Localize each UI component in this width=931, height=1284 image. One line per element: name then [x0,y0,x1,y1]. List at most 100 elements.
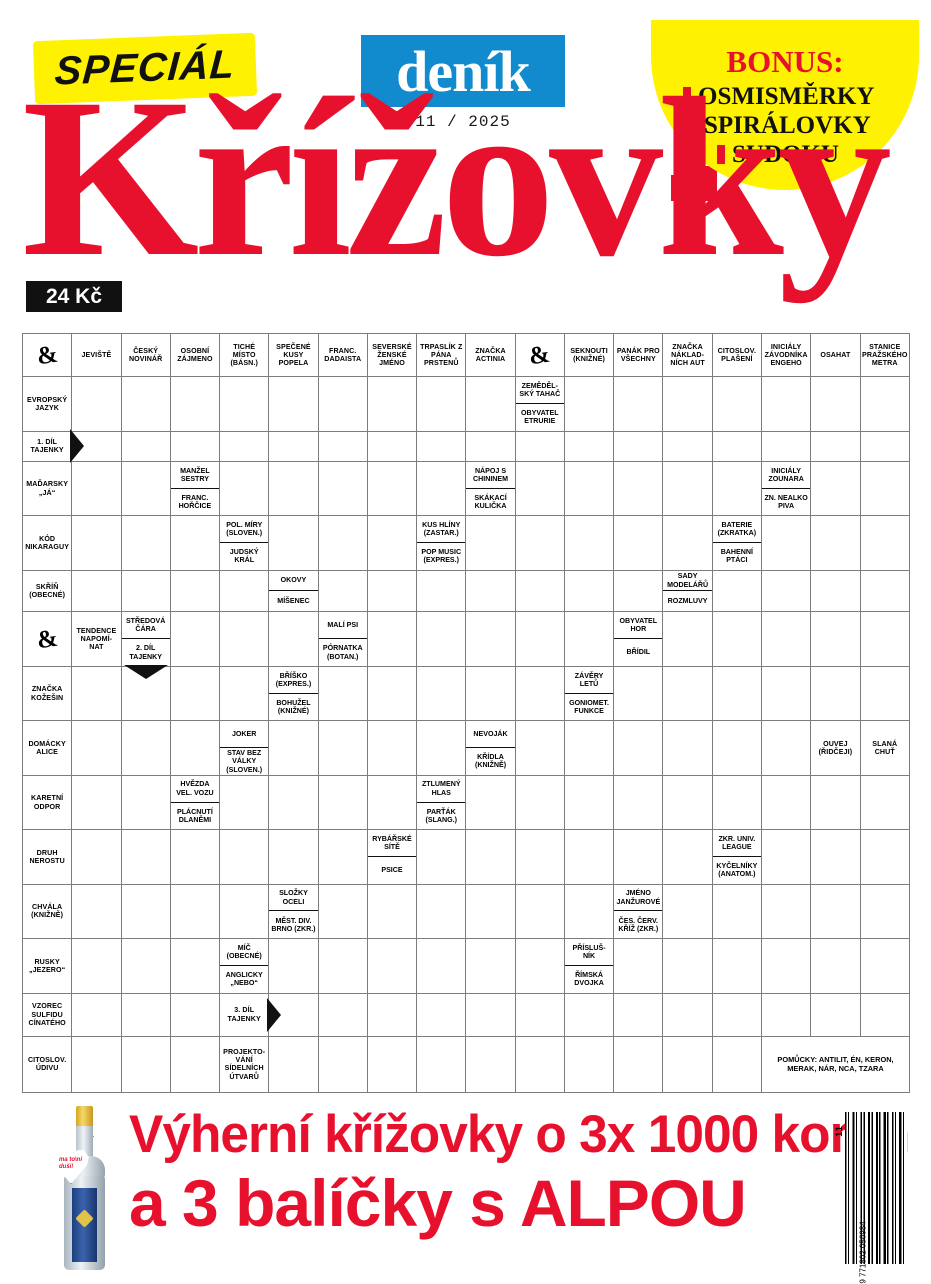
answer-cell[interactable] [71,992,122,1037]
answer-cell[interactable] [810,611,861,667]
answer-cell[interactable] [662,376,713,432]
answer-cell[interactable] [120,569,171,613]
answer-cell[interactable] [71,829,122,885]
answer-cell[interactable] [120,460,171,517]
answer-cell[interactable] [169,515,221,571]
answer-cell-hidden[interactable] [416,430,467,462]
answer-cell[interactable] [711,611,762,667]
answer-cell-hidden[interactable] [514,992,565,1037]
answer-cell[interactable] [465,938,516,994]
answer-cell[interactable] [317,569,368,613]
answer-cell[interactable] [514,515,565,571]
answer-cell-hidden[interactable] [563,430,615,462]
answer-cell-hidden[interactable] [760,430,812,462]
answer-cell[interactable] [760,376,812,432]
answer-cell[interactable] [71,569,122,613]
answer-cell[interactable] [416,829,467,885]
answer-cell[interactable] [465,1035,516,1094]
answer-cell[interactable] [416,1035,467,1094]
answer-cell[interactable] [366,665,418,722]
answer-cell[interactable] [662,829,713,885]
answer-cell[interactable] [169,665,221,722]
answer-cell-hidden[interactable] [760,992,812,1037]
answer-cell[interactable] [169,883,221,940]
answer-cell[interactable] [219,376,270,432]
answer-cell[interactable] [711,883,762,940]
answer-cell[interactable] [810,569,861,613]
answer-cell[interactable] [317,665,368,722]
answer-cell[interactable] [416,665,467,722]
answer-cell-hidden[interactable] [711,430,762,462]
answer-cell-hidden[interactable] [613,992,664,1037]
answer-cell[interactable] [810,774,861,831]
answer-cell[interactable] [563,774,615,831]
answer-cell[interactable] [760,569,812,613]
answer-cell[interactable] [859,376,911,432]
crossword-grid[interactable]: & JEVIŠTĚ ČESKÝ NOVINÁŘ OSOBNÍ ZÁJMENO T… [21,332,911,1094]
answer-cell-hidden[interactable] [416,992,467,1037]
answer-cell[interactable] [169,938,221,994]
answer-cell[interactable] [711,460,762,517]
answer-cell[interactable] [366,611,418,667]
answer-cell[interactable] [613,1035,664,1094]
answer-cell[interactable] [514,883,565,940]
answer-cell[interactable] [810,883,861,940]
answer-cell[interactable] [317,938,368,994]
answer-cell-hidden[interactable] [563,992,615,1037]
answer-cell[interactable] [760,611,812,667]
answer-cell[interactable] [563,883,615,940]
answer-cell[interactable] [71,460,122,517]
answer-cell[interactable] [317,720,368,776]
answer-cell[interactable] [514,829,565,885]
answer-cell[interactable] [71,938,122,994]
answer-cell[interactable] [219,569,270,613]
answer-cell[interactable] [219,611,270,667]
answer-cell[interactable] [514,460,565,517]
answer-cell[interactable] [71,515,122,571]
answer-cell[interactable] [317,829,368,885]
answer-cell[interactable] [317,774,368,831]
answer-cell-hidden[interactable] [859,430,911,462]
answer-cell[interactable] [810,376,861,432]
answer-cell[interactable] [662,460,713,517]
answer-cell[interactable] [613,460,664,517]
answer-cell[interactable] [465,376,516,432]
answer-cell[interactable] [662,515,713,571]
answer-cell[interactable] [859,774,911,831]
answer-cell[interactable] [613,829,664,885]
answer-cell[interactable] [859,938,911,994]
answer-cell-hidden[interactable] [613,430,664,462]
answer-cell[interactable] [71,774,122,831]
answer-cell[interactable] [268,515,319,571]
answer-cell[interactable] [71,883,122,940]
answer-cell[interactable] [514,611,565,667]
answer-cell[interactable] [662,665,713,722]
answer-cell[interactable] [317,1035,368,1094]
answer-cell-hidden[interactable] [219,430,270,462]
answer-cell-hidden[interactable] [810,430,861,462]
answer-cell-hidden[interactable] [711,992,762,1037]
answer-cell[interactable] [317,460,368,517]
answer-cell[interactable] [662,611,713,667]
answer-cell-hidden[interactable] [120,430,171,462]
answer-cell-hidden[interactable] [120,938,171,994]
answer-cell[interactable] [613,720,664,776]
answer-cell[interactable] [760,665,812,722]
answer-cell[interactable] [366,1035,418,1094]
answer-cell[interactable] [219,829,270,885]
answer-cell-hidden[interactable] [120,774,171,831]
answer-cell-hidden[interactable] [120,883,171,940]
answer-cell[interactable] [465,665,516,722]
answer-cell[interactable] [563,569,615,613]
answer-cell[interactable] [613,938,664,994]
answer-cell[interactable] [613,569,664,613]
answer-cell[interactable] [268,376,319,432]
answer-cell[interactable] [563,460,615,517]
answer-cell[interactable] [465,829,516,885]
answer-cell[interactable] [268,720,319,776]
answer-cell[interactable] [514,1035,565,1094]
answer-cell[interactable] [760,829,812,885]
answer-cell[interactable] [416,376,467,432]
answer-cell-hidden[interactable] [120,1035,171,1094]
answer-cell[interactable] [120,515,171,571]
